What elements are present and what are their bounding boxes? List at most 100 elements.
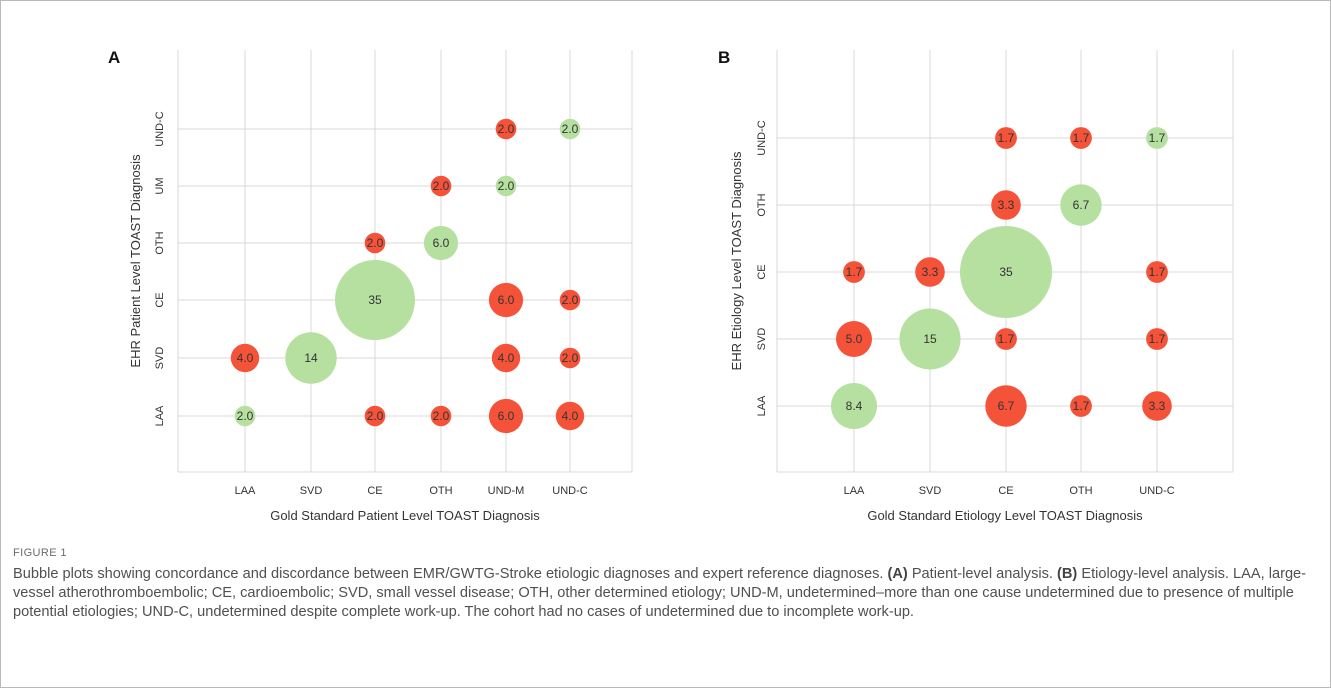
caption-label: FIGURE 1 xyxy=(13,547,67,559)
bubble-label-b: 1.7 xyxy=(1073,399,1090,413)
bubble-label-b: 1.7 xyxy=(1149,265,1166,279)
y-tick-label-a: LAA xyxy=(154,405,166,426)
bubble-a xyxy=(230,343,260,373)
x-tick-label-a: CE xyxy=(367,485,382,497)
bubble-label-b: 1.7 xyxy=(1149,131,1166,145)
bubble-label-b: 1.7 xyxy=(1073,131,1090,145)
caption-intro: Bubble plots showing concordance and dis… xyxy=(13,566,888,582)
bubble-label-b: 1.7 xyxy=(998,131,1015,145)
x-axis-title-a: Gold Standard Patient Level TOAST Diagno… xyxy=(270,508,540,523)
bubble-b xyxy=(915,257,945,287)
y-tick-label-b: OTH xyxy=(756,193,768,216)
bubble-a xyxy=(559,347,581,369)
bubble-b xyxy=(831,383,877,429)
bubble-label-a: 2.0 xyxy=(562,351,579,365)
x-tick-label-a: LAA xyxy=(235,485,256,497)
bubble-label-a: 2.0 xyxy=(498,122,515,136)
bubble-b xyxy=(1146,127,1168,149)
bubble-b xyxy=(1142,391,1172,421)
bubble-b xyxy=(1070,395,1092,417)
bubble-label-a: 2.0 xyxy=(367,409,384,423)
bubble-label-b: 1.7 xyxy=(846,265,863,279)
bubble-a xyxy=(488,282,524,318)
bubble-label-b: 1.7 xyxy=(998,332,1015,346)
y-tick-label-a: OTH xyxy=(154,231,166,254)
y-tick-label-a: CE xyxy=(154,292,166,307)
bubble-label-b: 8.4 xyxy=(846,399,863,413)
bubble-label-a: 2.0 xyxy=(237,409,254,423)
bubble-label-a: 2.0 xyxy=(562,122,579,136)
bubble-a xyxy=(234,405,256,427)
bubble-b xyxy=(899,308,961,370)
bubble-a xyxy=(430,175,452,197)
x-tick-label-b: LAA xyxy=(844,485,865,497)
x-tick-label-b: UND-C xyxy=(1139,485,1174,497)
x-tick-label-a: OTH xyxy=(429,485,452,497)
bubble-a xyxy=(555,401,585,431)
x-tick-label-b: OTH xyxy=(1069,485,1092,497)
bubble-label-a: 2.0 xyxy=(498,179,515,193)
bubble-label-a: 4.0 xyxy=(237,351,254,365)
bubble-label-a: 2.0 xyxy=(433,409,450,423)
bubble-b xyxy=(995,127,1017,149)
caption-a-tag: (A) xyxy=(887,566,908,582)
y-tick-label-a: UM xyxy=(154,177,166,194)
y-tick-label-b: SVD xyxy=(756,328,768,351)
x-axis-title-b: Gold Standard Etiology Level TOAST Diagn… xyxy=(867,508,1143,523)
y-tick-label-b: LAA xyxy=(756,395,768,416)
y-tick-label-b: UND-C xyxy=(756,120,768,155)
bubble-a xyxy=(559,118,581,140)
bubble-a xyxy=(285,332,337,384)
bubble-a xyxy=(488,398,524,434)
caption-text: Bubble plots showing concordance and dis… xyxy=(13,565,1313,622)
bubble-b xyxy=(1060,184,1102,226)
bubble-label-a: 4.0 xyxy=(562,409,579,423)
bubble-label-b: 6.7 xyxy=(1073,198,1090,212)
x-tick-label-a: UND-M xyxy=(488,485,525,497)
bubble-b xyxy=(1070,127,1092,149)
bubble-label-a: 35 xyxy=(368,293,382,307)
bubble-label-b: 3.3 xyxy=(998,198,1015,212)
bubble-a xyxy=(364,405,386,427)
caption-a-text: Patient-level analysis. xyxy=(907,566,1058,582)
bubble-a xyxy=(495,118,517,140)
x-tick-label-a: SVD xyxy=(300,485,323,497)
bubble-label-a: 6.0 xyxy=(433,236,450,250)
caption-b-tag: (B) xyxy=(1057,566,1078,582)
bubble-label-a: 2.0 xyxy=(433,179,450,193)
bubble-a xyxy=(559,289,581,311)
bubble-b xyxy=(991,190,1021,220)
bubble-a xyxy=(423,225,459,261)
figure-caption: FIGURE 1 Bubble plots showing concordanc… xyxy=(13,547,1313,622)
bubble-label-b: 3.3 xyxy=(1149,399,1166,413)
y-axis-title-b: EHR Etiology Level TOAST Diagnosis xyxy=(729,151,744,370)
bubble-b xyxy=(1146,261,1168,283)
bubble-b xyxy=(1146,328,1168,350)
bubble-b xyxy=(843,261,865,283)
charts-svg: A LAA SVD CE OTH UND-M UND-C LAA SVD CE OTH UM UND-C… xyxy=(108,48,1234,523)
y-tick-label-a: SVD xyxy=(154,347,166,370)
bubble-a xyxy=(335,260,415,340)
bubble-label-a: 4.0 xyxy=(498,351,515,365)
figure-charts: A LAA SVD CE OTH UND-M UND-C LAA SVD CE OTH UM UND-C… xyxy=(108,48,1234,523)
bubble-a xyxy=(430,405,452,427)
bubble-a xyxy=(495,175,517,197)
bubble-label-a: 2.0 xyxy=(562,293,579,307)
bubble-label-a: 14 xyxy=(304,351,318,365)
panel-label-b: B xyxy=(718,48,730,67)
x-tick-label-b: CE xyxy=(998,485,1013,497)
bubble-label-a: 2.0 xyxy=(367,236,384,250)
bubble-label-b: 5.0 xyxy=(846,332,863,346)
bubble-label-a: 6.0 xyxy=(498,293,515,307)
bubble-a xyxy=(364,232,386,254)
bubble-label-b: 3.3 xyxy=(922,265,939,279)
bubble-b xyxy=(960,226,1052,318)
bubble-b xyxy=(985,385,1027,427)
bubble-label-b: 1.7 xyxy=(1149,332,1166,346)
caption-b-text: Etiology-level analysis. LAA, large-vess… xyxy=(13,566,1307,620)
bubble-label-b: 6.7 xyxy=(998,399,1015,413)
bubble-label-b: 35 xyxy=(999,265,1013,279)
bubble-b xyxy=(836,321,872,357)
x-tick-label-b: SVD xyxy=(919,485,942,497)
bubble-label-a: 6.0 xyxy=(498,409,515,423)
